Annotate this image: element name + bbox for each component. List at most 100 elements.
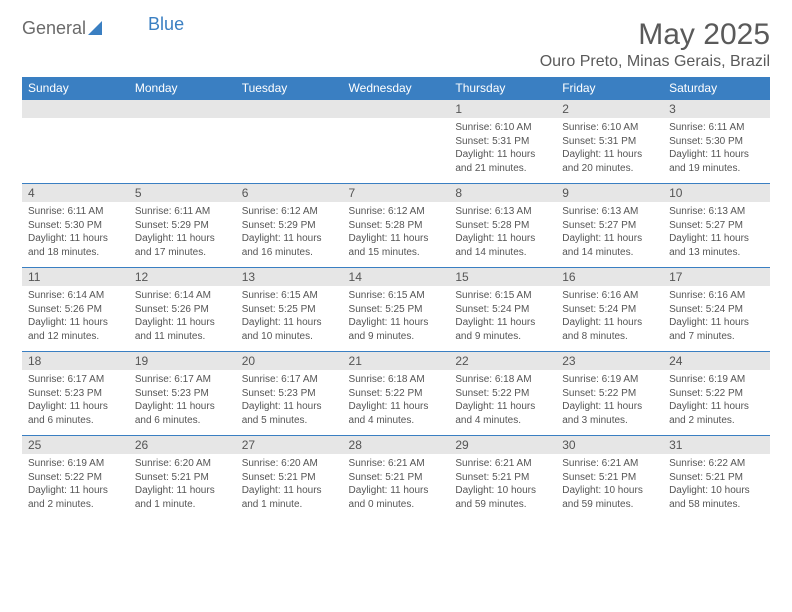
day-number: 19 <box>129 352 236 371</box>
day-cell <box>236 118 343 184</box>
sunset-text: Sunset: 5:22 PM <box>349 387 444 401</box>
day-number: 17 <box>663 268 770 287</box>
daylight-text-1: Daylight: 11 hours <box>349 232 444 246</box>
day-number: 29 <box>449 436 556 455</box>
daylight-text-1: Daylight: 11 hours <box>455 400 550 414</box>
daylight-text-2: and 7 minutes. <box>669 330 764 344</box>
sunrise-text: Sunrise: 6:10 AM <box>562 121 657 135</box>
day-cell: Sunrise: 6:11 AMSunset: 5:30 PMDaylight:… <box>22 202 129 268</box>
daylight-text-1: Daylight: 11 hours <box>135 484 230 498</box>
day-number: 20 <box>236 352 343 371</box>
sunset-text: Sunset: 5:23 PM <box>242 387 337 401</box>
sunset-text: Sunset: 5:21 PM <box>135 471 230 485</box>
daylight-text-1: Daylight: 11 hours <box>135 232 230 246</box>
day-header: Wednesday <box>343 77 450 100</box>
day-number: 3 <box>663 100 770 119</box>
daylight-text-1: Daylight: 11 hours <box>455 232 550 246</box>
day-cell: Sunrise: 6:14 AMSunset: 5:26 PMDaylight:… <box>129 286 236 352</box>
daylight-text-2: and 14 minutes. <box>455 246 550 260</box>
sunrise-text: Sunrise: 6:13 AM <box>455 205 550 219</box>
week-detail-row: Sunrise: 6:17 AMSunset: 5:23 PMDaylight:… <box>22 370 770 436</box>
location: Ouro Preto, Minas Gerais, Brazil <box>540 53 770 71</box>
calendar-table: Sunday Monday Tuesday Wednesday Thursday… <box>22 77 770 519</box>
daylight-text-1: Daylight: 11 hours <box>242 232 337 246</box>
sunset-text: Sunset: 5:22 PM <box>562 387 657 401</box>
week-number-row: 45678910 <box>22 184 770 203</box>
sunrise-text: Sunrise: 6:16 AM <box>669 289 764 303</box>
day-number: 7 <box>343 184 450 203</box>
daylight-text-1: Daylight: 11 hours <box>242 316 337 330</box>
week-detail-row: Sunrise: 6:19 AMSunset: 5:22 PMDaylight:… <box>22 454 770 519</box>
week-detail-row: Sunrise: 6:14 AMSunset: 5:26 PMDaylight:… <box>22 286 770 352</box>
sunset-text: Sunset: 5:22 PM <box>455 387 550 401</box>
day-cell: Sunrise: 6:19 AMSunset: 5:22 PMDaylight:… <box>22 454 129 519</box>
sunrise-text: Sunrise: 6:14 AM <box>28 289 123 303</box>
day-cell: Sunrise: 6:21 AMSunset: 5:21 PMDaylight:… <box>343 454 450 519</box>
sunset-text: Sunset: 5:22 PM <box>28 471 123 485</box>
daylight-text-1: Daylight: 11 hours <box>135 316 230 330</box>
day-cell <box>343 118 450 184</box>
daylight-text-1: Daylight: 11 hours <box>669 400 764 414</box>
sunrise-text: Sunrise: 6:22 AM <box>669 457 764 471</box>
day-cell: Sunrise: 6:19 AMSunset: 5:22 PMDaylight:… <box>556 370 663 436</box>
daylight-text-1: Daylight: 11 hours <box>349 400 444 414</box>
day-cell: Sunrise: 6:15 AMSunset: 5:24 PMDaylight:… <box>449 286 556 352</box>
daylight-text-1: Daylight: 11 hours <box>28 316 123 330</box>
sunrise-text: Sunrise: 6:15 AM <box>242 289 337 303</box>
day-header: Monday <box>129 77 236 100</box>
daylight-text-2: and 18 minutes. <box>28 246 123 260</box>
daylight-text-2: and 4 minutes. <box>349 414 444 428</box>
page-title: May 2025 <box>540 18 770 51</box>
sunset-text: Sunset: 5:25 PM <box>349 303 444 317</box>
day-cell: Sunrise: 6:17 AMSunset: 5:23 PMDaylight:… <box>22 370 129 436</box>
day-number: 21 <box>343 352 450 371</box>
day-header: Friday <box>556 77 663 100</box>
daylight-text-2: and 15 minutes. <box>349 246 444 260</box>
sunrise-text: Sunrise: 6:11 AM <box>669 121 764 135</box>
sunrise-text: Sunrise: 6:20 AM <box>242 457 337 471</box>
day-number: 2 <box>556 100 663 119</box>
day-cell: Sunrise: 6:20 AMSunset: 5:21 PMDaylight:… <box>129 454 236 519</box>
day-cell: Sunrise: 6:21 AMSunset: 5:21 PMDaylight:… <box>449 454 556 519</box>
sunrise-text: Sunrise: 6:18 AM <box>349 373 444 387</box>
daylight-text-2: and 17 minutes. <box>135 246 230 260</box>
daylight-text-2: and 6 minutes. <box>28 414 123 428</box>
day-cell: Sunrise: 6:11 AMSunset: 5:29 PMDaylight:… <box>129 202 236 268</box>
sunrise-text: Sunrise: 6:21 AM <box>349 457 444 471</box>
sunset-text: Sunset: 5:24 PM <box>455 303 550 317</box>
sunrise-text: Sunrise: 6:13 AM <box>562 205 657 219</box>
sunset-text: Sunset: 5:23 PM <box>28 387 123 401</box>
day-cell: Sunrise: 6:18 AMSunset: 5:22 PMDaylight:… <box>343 370 450 436</box>
day-cell: Sunrise: 6:12 AMSunset: 5:29 PMDaylight:… <box>236 202 343 268</box>
daylight-text-1: Daylight: 11 hours <box>242 400 337 414</box>
daylight-text-1: Daylight: 11 hours <box>28 484 123 498</box>
day-cell: Sunrise: 6:11 AMSunset: 5:30 PMDaylight:… <box>663 118 770 184</box>
week-number-row: 11121314151617 <box>22 268 770 287</box>
sunrise-text: Sunrise: 6:11 AM <box>28 205 123 219</box>
sunset-text: Sunset: 5:29 PM <box>135 219 230 233</box>
day-cell: Sunrise: 6:19 AMSunset: 5:22 PMDaylight:… <box>663 370 770 436</box>
daylight-text-2: and 8 minutes. <box>562 330 657 344</box>
day-number: 26 <box>129 436 236 455</box>
sunset-text: Sunset: 5:28 PM <box>349 219 444 233</box>
day-number: 24 <box>663 352 770 371</box>
day-number: 10 <box>663 184 770 203</box>
day-number: 14 <box>343 268 450 287</box>
day-number: 1 <box>449 100 556 119</box>
day-number: 25 <box>22 436 129 455</box>
day-number: 30 <box>556 436 663 455</box>
sunrise-text: Sunrise: 6:16 AM <box>562 289 657 303</box>
sunset-text: Sunset: 5:21 PM <box>242 471 337 485</box>
daylight-text-2: and 3 minutes. <box>562 414 657 428</box>
sunrise-text: Sunrise: 6:13 AM <box>669 205 764 219</box>
sunset-text: Sunset: 5:29 PM <box>242 219 337 233</box>
sunrise-text: Sunrise: 6:17 AM <box>28 373 123 387</box>
sunset-text: Sunset: 5:21 PM <box>669 471 764 485</box>
day-cell: Sunrise: 6:16 AMSunset: 5:24 PMDaylight:… <box>663 286 770 352</box>
daylight-text-1: Daylight: 11 hours <box>28 400 123 414</box>
sunrise-text: Sunrise: 6:20 AM <box>135 457 230 471</box>
day-cell: Sunrise: 6:15 AMSunset: 5:25 PMDaylight:… <box>236 286 343 352</box>
week-detail-row: Sunrise: 6:10 AMSunset: 5:31 PMDaylight:… <box>22 118 770 184</box>
logo-sail-icon <box>88 21 106 37</box>
daylight-text-1: Daylight: 11 hours <box>562 232 657 246</box>
